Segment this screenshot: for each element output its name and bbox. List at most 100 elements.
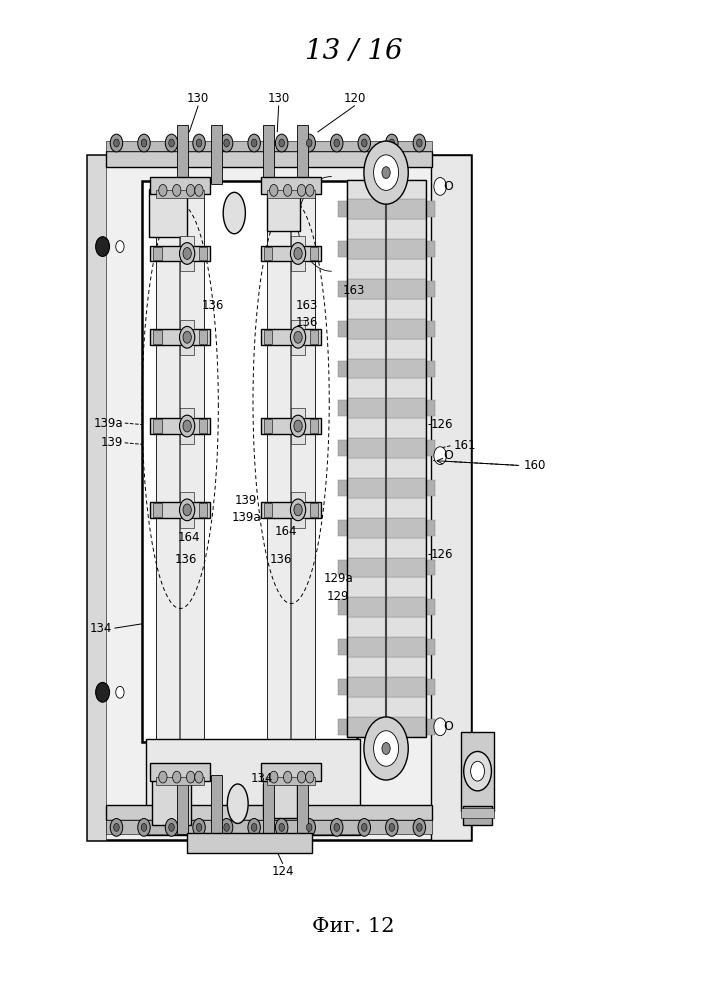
Bar xyxy=(180,236,194,246)
Circle shape xyxy=(434,718,446,736)
Circle shape xyxy=(291,499,305,521)
Bar xyxy=(426,440,435,456)
Bar xyxy=(180,408,194,418)
Bar xyxy=(346,697,426,717)
Bar xyxy=(346,219,426,239)
Bar xyxy=(346,438,426,458)
Bar xyxy=(291,320,305,329)
Circle shape xyxy=(165,134,177,152)
Circle shape xyxy=(110,819,123,836)
Circle shape xyxy=(159,771,167,783)
Text: 163: 163 xyxy=(342,284,365,297)
Circle shape xyxy=(294,331,302,343)
Bar xyxy=(291,261,305,271)
Bar xyxy=(338,321,346,337)
Circle shape xyxy=(305,771,314,783)
Circle shape xyxy=(306,823,312,831)
Bar xyxy=(156,181,204,740)
Bar xyxy=(153,771,191,825)
Bar xyxy=(461,808,494,818)
Text: 126: 126 xyxy=(431,548,454,561)
Circle shape xyxy=(330,134,343,152)
Bar xyxy=(431,155,472,840)
Circle shape xyxy=(434,447,446,464)
Bar xyxy=(346,259,426,279)
Bar xyxy=(338,201,346,217)
Text: 124: 124 xyxy=(271,865,294,878)
Bar xyxy=(291,518,305,528)
Circle shape xyxy=(294,504,302,516)
Bar xyxy=(106,141,432,151)
Circle shape xyxy=(334,139,339,147)
Text: 13 / 16: 13 / 16 xyxy=(305,38,402,65)
Circle shape xyxy=(291,243,305,264)
Circle shape xyxy=(159,184,167,196)
Bar xyxy=(338,679,346,695)
Circle shape xyxy=(364,717,408,780)
Bar xyxy=(180,261,194,271)
Bar xyxy=(291,345,305,355)
Bar xyxy=(142,181,357,742)
Text: O: O xyxy=(443,449,452,462)
Circle shape xyxy=(330,819,343,836)
Circle shape xyxy=(141,823,147,831)
Circle shape xyxy=(224,139,229,147)
Circle shape xyxy=(284,771,292,783)
Circle shape xyxy=(416,823,422,831)
Text: 139: 139 xyxy=(235,494,257,507)
Bar xyxy=(338,719,346,735)
Bar xyxy=(199,330,207,344)
Circle shape xyxy=(114,823,119,831)
Circle shape xyxy=(169,139,175,147)
Bar xyxy=(262,329,321,345)
Bar xyxy=(151,763,210,781)
Bar xyxy=(346,398,426,418)
Bar xyxy=(346,717,426,737)
Bar xyxy=(262,418,321,434)
Bar xyxy=(346,617,426,637)
Bar xyxy=(346,677,426,697)
Bar xyxy=(310,503,318,517)
Bar xyxy=(426,719,435,735)
Bar xyxy=(346,498,426,518)
Bar xyxy=(156,190,204,198)
Bar xyxy=(151,502,210,518)
Circle shape xyxy=(221,819,233,836)
Circle shape xyxy=(193,134,205,152)
Circle shape xyxy=(382,167,390,179)
Bar xyxy=(346,577,426,597)
Text: 130: 130 xyxy=(187,92,209,105)
Bar xyxy=(338,361,346,377)
Circle shape xyxy=(187,771,194,783)
Bar xyxy=(291,236,305,246)
Bar xyxy=(264,775,274,834)
Circle shape xyxy=(187,184,194,196)
Text: O: O xyxy=(443,720,452,733)
Bar xyxy=(346,597,426,617)
Bar xyxy=(426,201,435,217)
Bar xyxy=(262,763,321,781)
Circle shape xyxy=(194,184,203,196)
Ellipse shape xyxy=(228,784,248,823)
Bar xyxy=(426,400,435,416)
Circle shape xyxy=(361,139,367,147)
Bar xyxy=(426,520,435,536)
Bar xyxy=(426,560,435,575)
Bar xyxy=(310,419,318,433)
Bar xyxy=(346,199,426,219)
Circle shape xyxy=(385,819,398,836)
Bar xyxy=(262,502,321,518)
Circle shape xyxy=(294,248,302,259)
Circle shape xyxy=(116,686,124,698)
Bar xyxy=(267,191,300,231)
Text: 161: 161 xyxy=(454,439,477,452)
Bar xyxy=(187,833,312,853)
Bar xyxy=(426,321,435,337)
Bar xyxy=(87,155,106,840)
Circle shape xyxy=(389,823,395,831)
Bar xyxy=(106,805,432,820)
Bar xyxy=(180,518,194,528)
Circle shape xyxy=(173,771,181,783)
Circle shape xyxy=(95,237,110,256)
Circle shape xyxy=(413,819,426,836)
